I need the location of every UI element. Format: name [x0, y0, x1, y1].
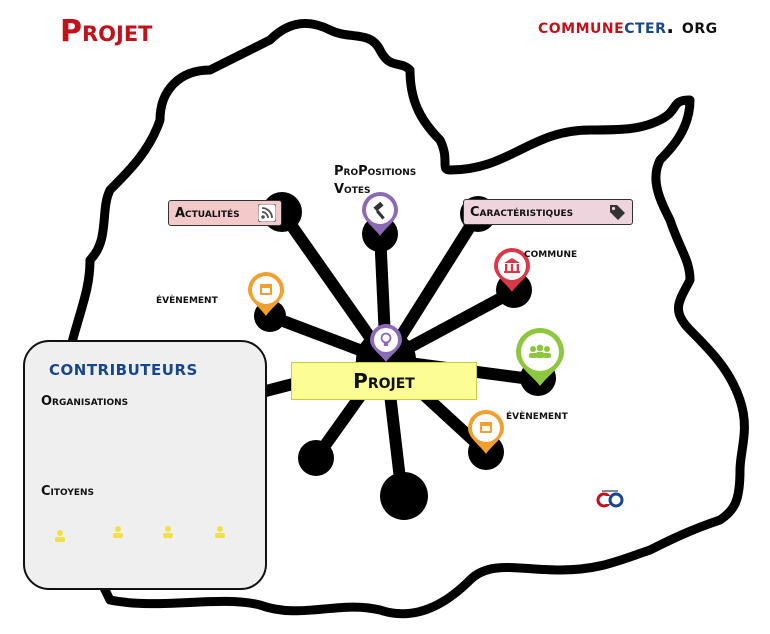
- node-bottom-left: [298, 440, 334, 476]
- org-marker-right: [516, 328, 564, 386]
- actualites-label: Actualités: [175, 205, 240, 221]
- communecter-mini-logo-icon: [596, 490, 624, 508]
- contributors-title: contributeurs: [49, 356, 198, 381]
- brand-part-org: . org: [666, 14, 718, 38]
- evenement-left-label: évènement: [156, 292, 218, 307]
- event-right-marker: [468, 410, 504, 454]
- brand-part-commune: commune: [538, 14, 625, 38]
- brand-logo[interactable]: communecter. org: [538, 14, 718, 38]
- event-left-marker: [248, 272, 284, 316]
- caracteristiques-tag[interactable]: Caractéristiques: [463, 199, 633, 225]
- rss-icon: [257, 203, 277, 223]
- actualites-tag[interactable]: Actualités: [168, 200, 282, 226]
- center-marker: [370, 324, 402, 362]
- propositions-marker: [362, 192, 398, 236]
- commune-marker: [494, 248, 530, 292]
- propositions-label: ProPositions: [334, 164, 417, 179]
- citoyens-label: Citoyens: [41, 484, 95, 499]
- page-title: Projet: [60, 14, 153, 49]
- gavel-icon: [373, 201, 385, 220]
- votes-label: Votes: [334, 182, 371, 197]
- person-icon: [215, 526, 225, 538]
- contributors-panel: contributeurs Organisations Citoyens: [23, 340, 267, 590]
- person-icon: [163, 526, 173, 538]
- calendar-icon: [480, 422, 492, 433]
- calendar-icon: [260, 284, 272, 295]
- lightbulb-icon: [380, 332, 392, 346]
- town-hall-icon: [504, 258, 520, 273]
- spoke-actualites: [276, 206, 392, 366]
- tags-icon: [608, 202, 628, 222]
- person-icon: [55, 530, 65, 542]
- territory-outline: [54, 18, 749, 619]
- person-icon: [113, 526, 123, 538]
- organisations-label: Organisations: [41, 394, 129, 409]
- node-bottom: [380, 472, 428, 520]
- caracteristiques-label: Caractéristiques: [470, 204, 574, 220]
- evenement-right-label: évènement: [506, 408, 568, 423]
- commune-label: commune: [524, 246, 578, 261]
- brand-part-cter: cter: [624, 14, 667, 38]
- group-icon: [529, 344, 551, 358]
- projet-center-label[interactable]: Projet: [291, 362, 477, 400]
